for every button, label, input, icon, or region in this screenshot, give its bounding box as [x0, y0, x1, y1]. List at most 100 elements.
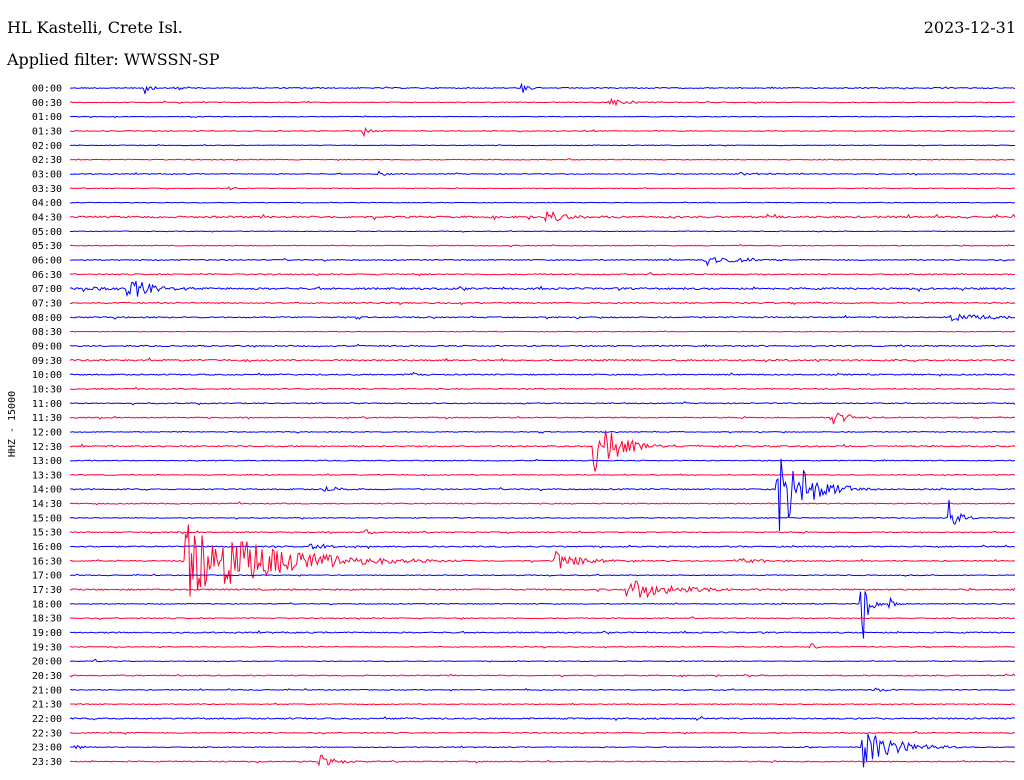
time-tick-label: 09:30: [32, 356, 62, 367]
time-tick-label: 02:00: [32, 141, 62, 152]
trace-line: [69, 754, 1016, 767]
time-tick-label: 08:00: [32, 313, 62, 324]
y-axis-label: HHZ - 15000: [7, 391, 18, 457]
time-tick-label: 17:30: [32, 585, 62, 596]
trace-line: [69, 658, 1016, 663]
trace-line: [69, 115, 1016, 119]
trace-line: [69, 580, 1016, 599]
trace-line: [69, 97, 1016, 107]
time-tick-label: 04:00: [32, 198, 62, 209]
filter-label: Applied filter: WWSSN-SP: [7, 50, 220, 69]
time-tick-label: 15:30: [32, 528, 62, 539]
trace-line: [69, 357, 1016, 363]
trace-line: [69, 501, 1016, 506]
trace-line: [69, 157, 1016, 162]
time-tick-label: 12:30: [32, 442, 62, 453]
trace-line: [69, 301, 1016, 306]
time-tick-label: 20:30: [32, 671, 62, 682]
trace-line: [69, 629, 1016, 635]
trace-line: [69, 330, 1016, 333]
trace-line: [69, 243, 1016, 248]
trace-line: [69, 715, 1016, 722]
trace-line: [69, 126, 1016, 138]
time-tick-label: 08:30: [32, 327, 62, 338]
trace-line: [69, 458, 1016, 462]
time-tick-label: 23:00: [32, 743, 62, 754]
trace-line: [69, 313, 1016, 322]
trace-line: [69, 343, 1016, 348]
trace-line: [69, 573, 1016, 577]
time-tick-label: 23:30: [32, 757, 62, 768]
trace-line: [69, 401, 1016, 406]
time-tick-label: 05:00: [32, 227, 62, 238]
trace-line: [69, 256, 1016, 267]
trace-line: [69, 524, 1016, 597]
time-tick-label: 02:30: [32, 155, 62, 166]
station-title: HL Kastelli, Crete Isl.: [7, 18, 183, 37]
time-tick-label: 03:30: [32, 184, 62, 195]
time-tick-label: 20:00: [32, 657, 62, 668]
time-tick-label: 10:00: [32, 370, 62, 381]
time-tick-label: 00:00: [32, 84, 62, 95]
time-tick-label: 16:30: [32, 556, 62, 567]
trace-line: [69, 499, 1016, 525]
trace-line: [69, 371, 1016, 377]
time-tick-label: 18:00: [32, 599, 62, 610]
trace-line: [69, 201, 1016, 204]
trace-line: [69, 643, 1016, 649]
trace-group: [69, 82, 1016, 768]
time-tick-label: 13:00: [32, 456, 62, 467]
time-tick-label: 01:30: [32, 126, 62, 137]
trace-line: [69, 616, 1016, 620]
trace-line: [69, 82, 1016, 94]
time-tick-label: 21:00: [32, 685, 62, 696]
time-tick-label: 21:30: [32, 700, 62, 711]
time-tick-label: 19:00: [32, 628, 62, 639]
time-tick-label: 09:00: [32, 341, 62, 352]
trace-line: [69, 230, 1016, 233]
time-tick-label: 06:30: [32, 270, 62, 281]
time-tick-label: 04:30: [32, 212, 62, 223]
trace-line: [69, 386, 1016, 391]
tick-label-group: 00:00 00:30 01:00 01:30 02:00 02:30 03:00 03:30…: [32, 84, 62, 769]
trace-line: [69, 210, 1016, 223]
trace-line: [70, 186, 1016, 191]
time-tick-label: 00:30: [32, 98, 62, 109]
time-tick-label: 16:00: [32, 542, 62, 553]
time-tick-label: 14:30: [32, 499, 62, 510]
time-tick-label: 03:00: [32, 169, 62, 180]
time-tick-label: 11:00: [32, 399, 62, 410]
time-tick-label: 22:00: [32, 714, 62, 725]
trace-line: [69, 458, 1016, 531]
trace-line: [69, 170, 1016, 176]
trace-line: [69, 412, 1016, 425]
trace-line: [69, 430, 1016, 472]
time-tick-label: 14:00: [32, 485, 62, 496]
trace-line: [69, 280, 1016, 297]
time-tick-label: 06:00: [32, 255, 62, 266]
trace-line: [69, 733, 1016, 768]
time-tick-label: 15:00: [32, 513, 62, 524]
trace-line: [69, 591, 1016, 639]
time-tick-label: 12:00: [32, 427, 62, 438]
trace-line: [69, 473, 1016, 477]
time-tick-label: 22:30: [32, 728, 62, 739]
time-tick-label: 05:30: [32, 241, 62, 252]
trace-line: [69, 271, 1016, 277]
trace-line: [69, 529, 1016, 535]
time-tick-label: 19:30: [32, 642, 62, 653]
time-tick-label: 13:30: [32, 470, 62, 481]
time-tick-label: 11:30: [32, 413, 62, 424]
trace-line: [69, 673, 1016, 678]
time-tick-label: 17:00: [32, 571, 62, 582]
trace-line: [69, 430, 1016, 434]
trace-line: [69, 687, 1016, 692]
time-tick-label: 10:30: [32, 384, 62, 395]
time-tick-label: 07:00: [32, 284, 62, 295]
time-tick-label: 01:00: [32, 112, 62, 123]
time-tick-label: 18:30: [32, 614, 62, 625]
trace-line: [69, 143, 1016, 147]
trace-line: [69, 702, 1016, 706]
date-label: 2023-12-31: [923, 18, 1016, 37]
